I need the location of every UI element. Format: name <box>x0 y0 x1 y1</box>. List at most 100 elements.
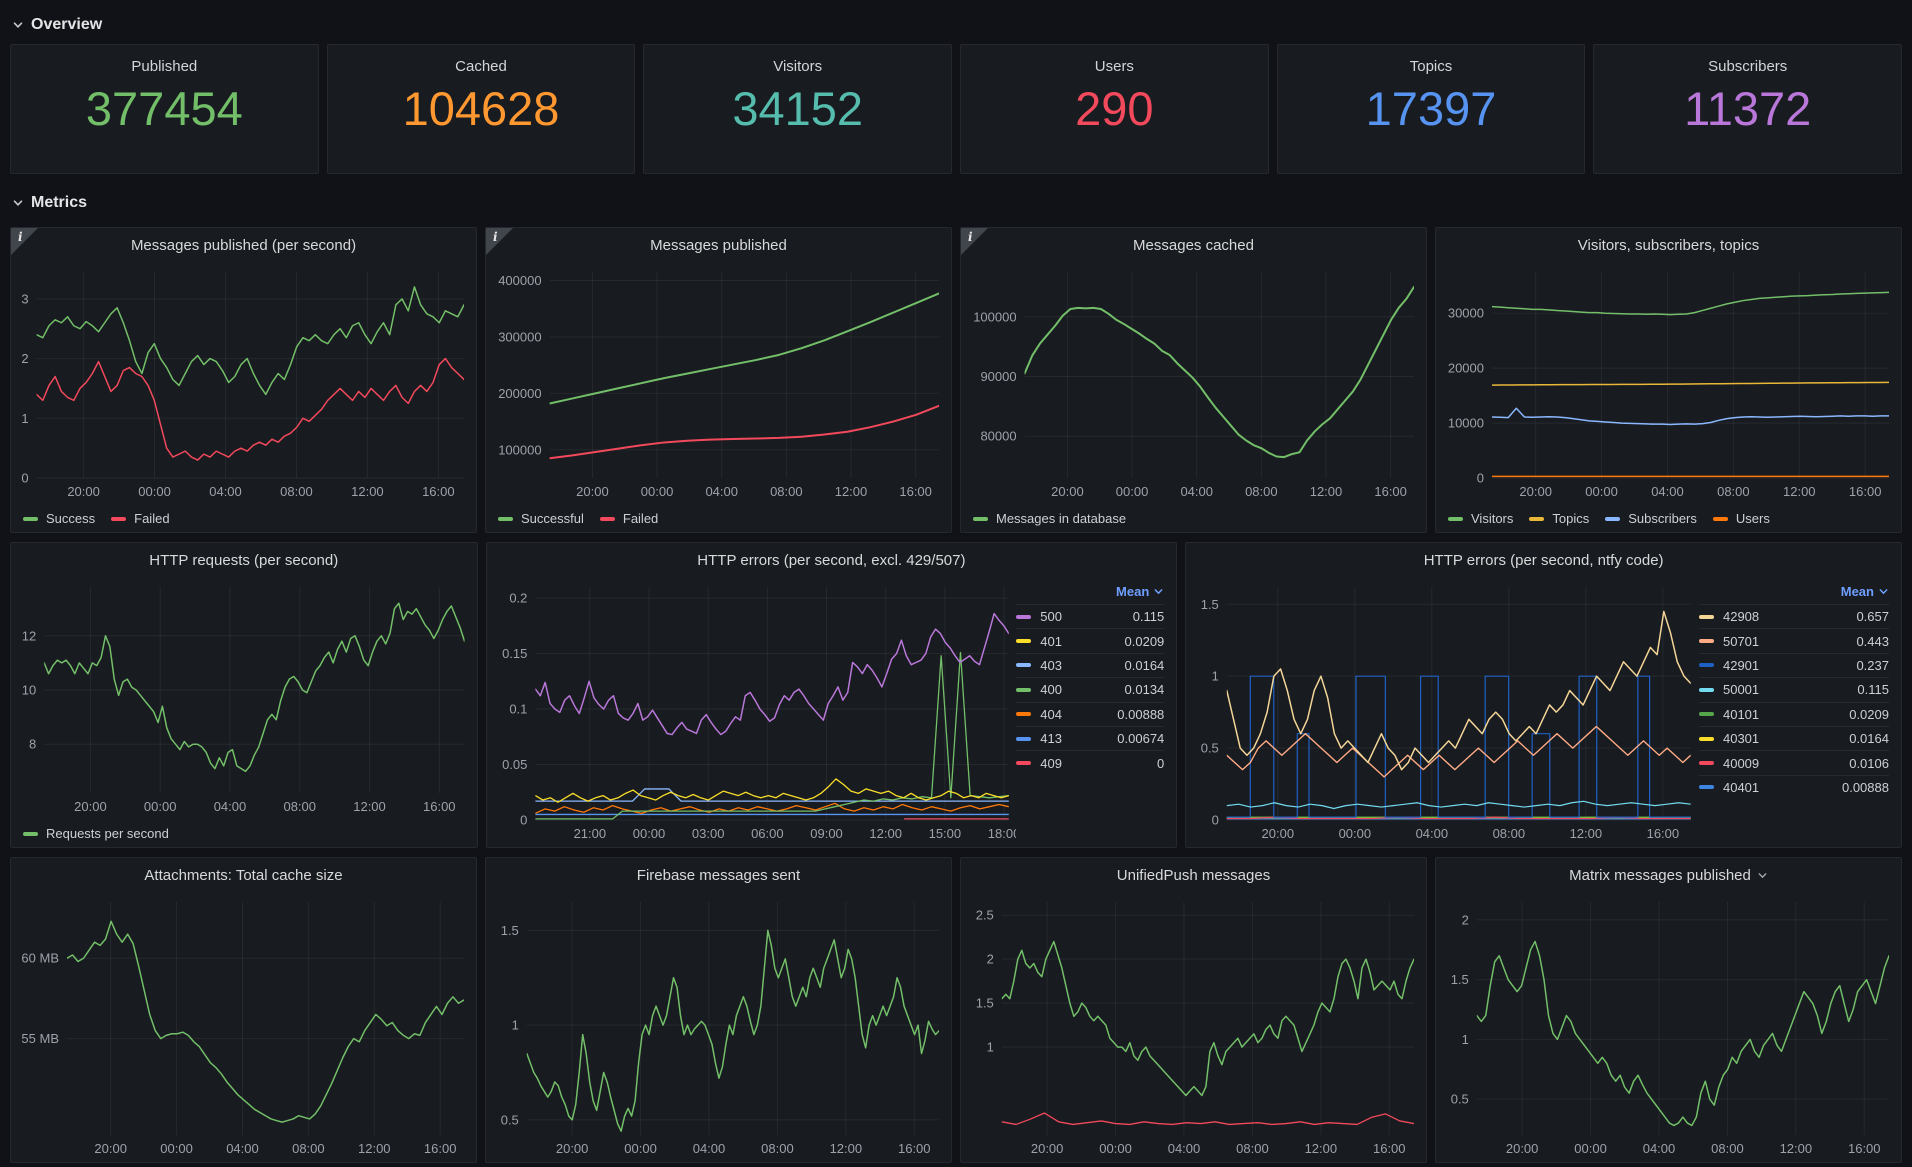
metrics-row-1: Messages published (per second) 20:00 00:… <box>10 227 1902 533</box>
legend-row-50001[interactable]: 50001 0.115 <box>1698 677 1889 701</box>
panel-http-errors-ntfy: HTTP errors (per second, ntfy code) 20:0… <box>1185 542 1902 848</box>
chevron-down-icon <box>1154 589 1163 595</box>
panel-firebase-sent: Firebase messages sent 20:00 00:00 04:00 08… <box>485 857 952 1163</box>
panel-info-corner[interactable] <box>11 228 38 255</box>
legend-item-messages-in-database[interactable]: Messages in database <box>973 511 1126 526</box>
svg-text:21:00: 21:00 <box>573 826 606 841</box>
svg-text:00:00: 00:00 <box>1585 484 1618 499</box>
legend-item-users[interactable]: Users <box>1712 511 1770 526</box>
series-color-swatch <box>1016 736 1032 741</box>
series-mean-value: 0.00674 <box>1117 731 1165 747</box>
series-mean-value: 0.0209 <box>1124 633 1165 649</box>
svg-text:00:00: 00:00 <box>1116 484 1149 499</box>
time-series-chart[interactable]: 21:00 00:00 03:00 06:00 09:00 12:00 15:00 18:0 0… <box>491 577 1017 845</box>
svg-text:12:00: 12:00 <box>353 799 386 814</box>
svg-text:12:00: 12:00 <box>1570 826 1603 841</box>
legend-row-400[interactable]: 400 0.0134 <box>1016 677 1165 701</box>
panel-title: HTTP requests (per second) <box>149 551 339 569</box>
series-color-swatch <box>1605 516 1621 521</box>
series-line-requests-per-second <box>44 602 465 773</box>
legend-row-50701[interactable]: 50701 0.443 <box>1698 628 1889 652</box>
legend-item-success[interactable]: Success <box>23 511 95 526</box>
panel-info-corner[interactable] <box>486 228 513 255</box>
svg-text:12:00: 12:00 <box>1780 1141 1813 1156</box>
legend-row-413[interactable]: 413 0.00674 <box>1016 725 1165 750</box>
svg-text:18:00: 18:00 <box>987 826 1016 841</box>
legend-item-requests-per-second[interactable]: Requests per second <box>23 826 169 841</box>
time-series-chart[interactable]: 20:00 00:00 04:00 08:00 12:00 16:00 0 10000 2000… <box>1440 262 1897 503</box>
series-mean-value: 0.00888 <box>1841 779 1889 795</box>
svg-text:20000: 20000 <box>1448 361 1484 376</box>
time-series-chart[interactable]: 20:00 00:00 04:00 08:00 12:00 16:00 8 10 12 <box>15 577 473 818</box>
series-color-swatch <box>1712 516 1728 521</box>
legend-mean-header[interactable]: Mean <box>1699 579 1889 604</box>
overview-stats-row: Published 377454 Cached 104628 Visitors … <box>10 44 1903 174</box>
section-header-metrics[interactable]: Metrics <box>12 188 1902 218</box>
legend-item-topics[interactable]: Topics <box>1529 511 1589 526</box>
chevron-down-icon <box>13 22 23 28</box>
series-mean-value: 0.0164 <box>1849 731 1889 747</box>
series-color-swatch <box>973 516 988 521</box>
svg-text:12:00: 12:00 <box>1305 1141 1338 1156</box>
section-header-overview[interactable]: Overview <box>12 10 1902 40</box>
time-series-chart[interactable]: 20:00 00:00 04:00 08:00 12:00 16:00 55 MB 60 MB <box>15 892 472 1160</box>
legend-item-failed[interactable]: Failed <box>599 511 658 526</box>
stat-value: 377454 <box>85 82 243 135</box>
legend-row-409[interactable]: 409 0 <box>1016 750 1165 774</box>
time-series-chart[interactable]: 20:00 00:00 04:00 08:00 12:00 16:00 0.5 1 1.5 2 <box>1440 892 1897 1160</box>
series-color-swatch <box>1698 736 1714 741</box>
svg-text:0.5: 0.5 <box>1451 1092 1469 1107</box>
panel-info-corner[interactable] <box>961 228 988 255</box>
series-label: Requests per second <box>46 826 169 841</box>
legend-row-42908[interactable]: 42908 0.657 <box>1698 604 1889 628</box>
legend-row-40101[interactable]: 40101 0.0209 <box>1698 701 1889 726</box>
time-series-chart[interactable]: 20:00 00:00 04:00 08:00 12:00 16:00 0.5 1 1.5 <box>490 892 947 1160</box>
legend-row-40301[interactable]: 40301 0.0164 <box>1698 725 1889 750</box>
panel-msgs-pub-rate: Messages published (per second) 20:00 00:… <box>10 227 477 533</box>
legend-item-visitors[interactable]: Visitors <box>1448 511 1513 526</box>
series-color-swatch <box>1698 761 1714 766</box>
series-color-swatch <box>23 831 38 836</box>
legend: Successful Failed <box>486 505 951 532</box>
time-series-chart[interactable]: 20:00 00:00 04:00 08:00 12:00 16:00 80000 90000… <box>965 262 1422 503</box>
legend-row-40009[interactable]: 40009 0.0106 <box>1698 750 1889 774</box>
series-label: 413 <box>1040 731 1062 747</box>
legend-item-successful[interactable]: Successful <box>498 511 584 526</box>
time-series-chart[interactable]: 20:00 00:00 04:00 08:00 12:00 16:00 0 0.5 1 1.5 <box>1190 577 1699 845</box>
svg-text:08:00: 08:00 <box>770 484 803 499</box>
legend-row-40401[interactable]: 40401 0.00888 <box>1698 774 1889 799</box>
legend-mean-header[interactable]: Mean <box>1016 579 1164 604</box>
info-icon[interactable]: i <box>968 230 973 244</box>
time-series-chart[interactable]: 20:00 00:00 04:00 08:00 12:00 16:00 100000 2000… <box>490 262 947 503</box>
svg-text:15:00: 15:00 <box>928 826 961 841</box>
legend-item-subscribers[interactable]: Subscribers <box>1605 511 1697 526</box>
series-line-errors <box>1001 1112 1415 1126</box>
svg-text:16:00: 16:00 <box>899 484 932 499</box>
time-series-chart[interactable]: 20:00 00:00 04:00 08:00 12:00 16:00 1 1.5 2 2.5 <box>965 892 1422 1160</box>
legend-row-500[interactable]: 500 0.115 <box>1016 604 1165 628</box>
svg-text:10: 10 <box>22 683 36 698</box>
svg-text:0.1: 0.1 <box>509 702 527 717</box>
legend-row-403[interactable]: 403 0.0164 <box>1016 652 1165 677</box>
svg-text:08:00: 08:00 <box>1493 826 1526 841</box>
legend-row-401[interactable]: 401 0.0209 <box>1016 628 1165 652</box>
series-label: 40401 <box>1722 779 1760 795</box>
legend-row-42901[interactable]: 42901 0.237 <box>1698 652 1889 677</box>
svg-text:0.2: 0.2 <box>509 591 527 606</box>
panel-title: Matrix messages published <box>1569 866 1751 884</box>
chevron-down-icon <box>13 200 23 206</box>
legend-row-404[interactable]: 404 0.00888 <box>1016 701 1165 726</box>
legend-item-failed[interactable]: Failed <box>111 511 170 526</box>
svg-text:20:00: 20:00 <box>1051 484 1084 499</box>
metrics-row-3: Attachments: Total cache size 20:00 00:00… <box>10 857 1902 1163</box>
svg-text:16:00: 16:00 <box>1647 826 1680 841</box>
series-label: 500 <box>1040 609 1062 625</box>
info-icon[interactable]: i <box>493 230 498 244</box>
time-series-chart[interactable]: 20:00 00:00 04:00 08:00 12:00 16:00 0 1 2 3 <box>15 262 472 503</box>
panel-title: Attachments: Total cache size <box>144 866 343 884</box>
series-line-matrix <box>1476 940 1890 1127</box>
series-label: Successful <box>521 511 584 526</box>
svg-text:00:00: 00:00 <box>1574 1141 1607 1156</box>
svg-text:1.5: 1.5 <box>1451 972 1469 987</box>
info-icon[interactable]: i <box>18 230 23 244</box>
